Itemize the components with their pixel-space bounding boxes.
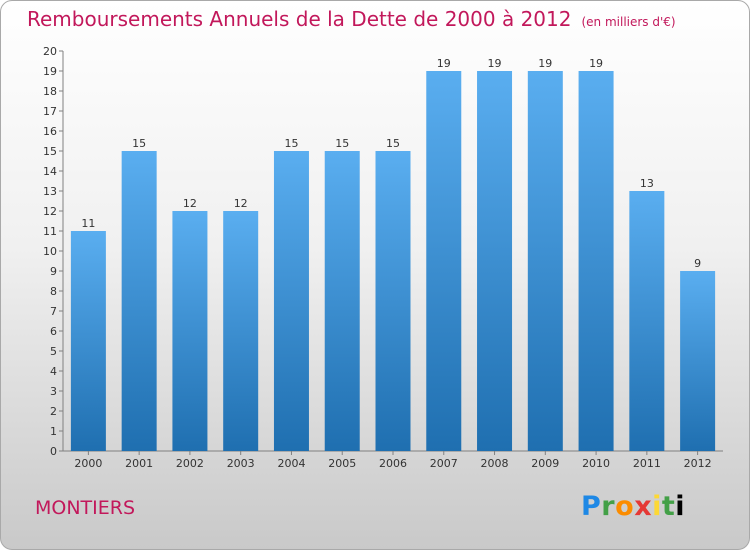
x-tick-label: 2004: [277, 457, 305, 470]
bar: [426, 71, 462, 451]
y-tick-label: 14: [43, 165, 57, 178]
data-label: 19: [437, 57, 451, 70]
bars: [70, 71, 716, 451]
y-tick-label: 19: [43, 65, 57, 78]
chart-title-text: Remboursements Annuels de la Dette de 20…: [27, 7, 572, 31]
data-label: 13: [640, 177, 654, 190]
data-label: 15: [386, 137, 400, 150]
y-tick-label: 5: [50, 345, 57, 358]
bar: [121, 151, 157, 451]
data-label: 12: [183, 197, 197, 210]
bar: [680, 271, 716, 451]
data-label: 9: [694, 257, 701, 270]
data-label: 12: [234, 197, 248, 210]
data-label: 15: [284, 137, 298, 150]
x-tick-label: 2010: [582, 457, 610, 470]
bar: [375, 151, 411, 451]
y-tick-label: 11: [43, 225, 57, 238]
data-label: 19: [538, 57, 552, 70]
y-tick-label: 10: [43, 245, 57, 258]
x-tick-label: 2005: [328, 457, 356, 470]
y-tick-label: 16: [43, 125, 57, 138]
y-tick-label: 7: [50, 305, 57, 318]
bar: [527, 71, 563, 451]
bar: [70, 231, 106, 451]
data-label: 19: [488, 57, 502, 70]
x-tick-label: 2002: [176, 457, 204, 470]
y-tick-label: 12: [43, 205, 57, 218]
commune-name: MONTIERS: [35, 497, 136, 519]
y-tick-label: 15: [43, 145, 57, 158]
x-tick-label: 2012: [684, 457, 712, 470]
x-tick-label: 2001: [125, 457, 153, 470]
bar: [223, 211, 259, 451]
y-tick-label: 13: [43, 185, 57, 198]
x-tick-label: 2008: [481, 457, 509, 470]
data-label: 15: [335, 137, 349, 150]
x-tick-label: 2009: [531, 457, 559, 470]
bar: [273, 151, 309, 451]
y-tick-label: 20: [43, 45, 57, 58]
data-label: 15: [132, 137, 146, 150]
chart-title: Remboursements Annuels de la Dette de 20…: [27, 7, 676, 31]
bar: [578, 71, 614, 451]
bar: [324, 151, 360, 451]
x-tick-label: 2006: [379, 457, 407, 470]
x-tick-label: 2003: [227, 457, 255, 470]
bar: [172, 211, 208, 451]
y-tick-label: 2: [50, 405, 57, 418]
y-tick-label: 17: [43, 105, 57, 118]
y-tick-label: 8: [50, 285, 57, 298]
bar: [629, 191, 665, 451]
y-tick-label: 0: [50, 445, 57, 458]
bar: [477, 71, 513, 451]
data-label: 11: [81, 217, 95, 230]
y-tick-label: 3: [50, 385, 57, 398]
chart-unit: (en milliers d'€): [581, 15, 676, 29]
y-tick-label: 18: [43, 85, 57, 98]
data-label: 19: [589, 57, 603, 70]
x-tick-label: 2000: [74, 457, 102, 470]
y-tick-label: 1: [50, 425, 57, 438]
y-tick-label: 6: [50, 325, 57, 338]
x-tick-label: 2011: [633, 457, 661, 470]
proxiti-logo: Proxiti: [581, 491, 686, 522]
y-tick-label: 4: [50, 365, 57, 378]
data-labels: 11 15 12 12 15 15 15 19 19 19 19 13 9: [81, 57, 701, 270]
y-tick-label: 9: [50, 265, 57, 278]
x-tick-label: 2007: [430, 457, 458, 470]
